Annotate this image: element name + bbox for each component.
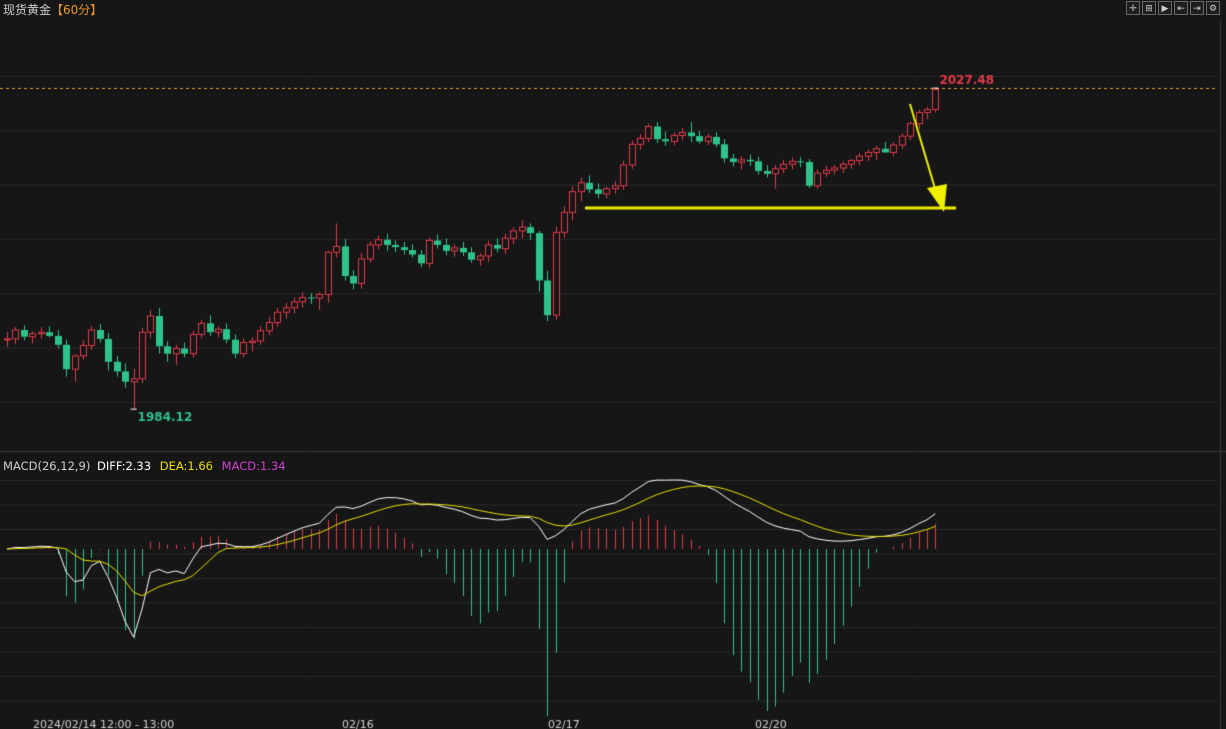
instrument-name: 现货黄金 [3, 3, 52, 17]
macd-legend: MACD(26,12,9) DIFF:2.33 DEA:1.66 MACD:1.… [3, 459, 291, 473]
chart-toolbar: ✛ ⊞ ▶ ⇤ ⇥ ⚙ [1126, 1, 1220, 15]
timeframe-label[interactable]: 【60分】 [51, 3, 103, 17]
macd-title: MACD(26,12,9) [3, 459, 91, 473]
next-icon[interactable]: ⇥ [1190, 1, 1204, 15]
crosshair-icon[interactable]: ✛ [1126, 1, 1140, 15]
play-icon[interactable]: ▶ [1158, 1, 1172, 15]
macd-dea-label: DEA:1.66 [159, 459, 214, 473]
prev-icon[interactable]: ⇤ [1174, 1, 1188, 15]
chart-header: 现货黄金【60分】 [3, 1, 102, 18]
macd-value-label: MACD:1.34 [221, 459, 286, 473]
macd-diff-label: DIFF:2.33 [97, 459, 152, 473]
settings-icon[interactable]: ⚙ [1206, 1, 1220, 15]
zoom-icon[interactable]: ⊞ [1142, 1, 1156, 15]
